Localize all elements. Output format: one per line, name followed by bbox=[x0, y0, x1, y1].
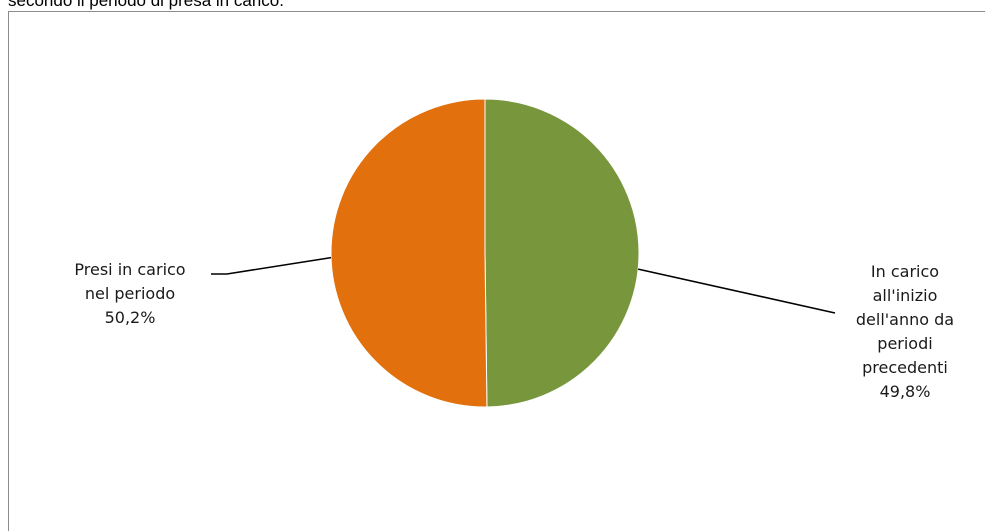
slice-label-line: dell'anno da bbox=[855, 310, 955, 329]
slice-label-line: all'inizio bbox=[872, 286, 938, 305]
pie-slice-0 bbox=[484, 98, 640, 408]
slice-label-line: In carico bbox=[870, 262, 940, 281]
chart-frame bbox=[8, 11, 985, 531]
slice-label-in-carico-inizio: In carico all'inizio dell'anno da period… bbox=[820, 260, 985, 404]
pie-chart bbox=[211, 98, 836, 408]
slice-label-line: Presi in carico bbox=[74, 260, 186, 279]
pie-slice-1 bbox=[330, 98, 488, 408]
slice-value-label: 49,8% bbox=[879, 382, 931, 401]
slice-label-line: periodi bbox=[877, 334, 933, 353]
slice-value-label: 50,2% bbox=[104, 308, 156, 327]
slice-label-presi-in-carico: Presi in carico nel periodo 50,2% bbox=[40, 258, 220, 330]
slice-label-line: nel periodo bbox=[84, 284, 176, 303]
leader-line-0 bbox=[637, 268, 836, 314]
leader-line-1 bbox=[211, 256, 332, 275]
slice-label-line: precedenti bbox=[862, 358, 948, 377]
chart-heading: secondo il periodo di presa in carico. bbox=[8, 0, 284, 10]
